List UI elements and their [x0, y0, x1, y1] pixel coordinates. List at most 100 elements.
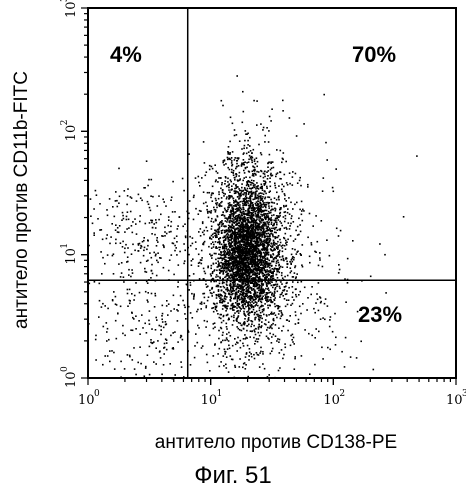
event-point	[244, 239, 246, 241]
event-point	[242, 203, 244, 205]
event-point	[134, 368, 136, 370]
event-point	[256, 171, 258, 173]
event-point	[276, 149, 278, 151]
event-point	[277, 284, 279, 286]
event-point	[221, 100, 223, 102]
event-point	[271, 272, 273, 274]
event-point	[224, 193, 226, 195]
event-point	[246, 337, 248, 339]
event-point	[126, 216, 128, 218]
event-point	[257, 205, 259, 207]
event-point	[280, 150, 282, 152]
event-point	[284, 343, 286, 345]
event-point	[195, 208, 197, 210]
event-point	[223, 242, 225, 244]
event-point	[280, 281, 282, 283]
event-point	[236, 291, 238, 293]
event-point	[221, 222, 223, 224]
event-point	[99, 229, 101, 231]
event-point	[281, 245, 283, 247]
event-point	[290, 235, 292, 237]
event-point	[322, 358, 324, 360]
event-point	[218, 290, 220, 292]
event-point	[315, 251, 317, 253]
event-point	[268, 321, 270, 323]
event-point	[297, 182, 299, 184]
event-point	[257, 341, 259, 343]
event-point	[160, 357, 162, 359]
event-point	[243, 216, 245, 218]
event-point	[156, 319, 158, 321]
event-point	[263, 180, 265, 182]
event-point	[212, 234, 214, 236]
event-point	[198, 176, 200, 178]
event-point	[218, 191, 220, 193]
event-point	[350, 356, 352, 358]
event-point	[246, 290, 248, 292]
event-point	[274, 289, 276, 291]
event-point	[153, 223, 155, 225]
event-point	[124, 190, 126, 192]
event-point	[285, 205, 287, 207]
event-point	[299, 180, 301, 182]
event-point	[175, 247, 177, 249]
event-point	[253, 268, 255, 270]
event-point	[261, 302, 263, 304]
event-point	[264, 258, 266, 260]
event-point	[266, 329, 268, 331]
event-point	[270, 120, 272, 122]
event-point	[264, 303, 266, 305]
event-point	[101, 273, 103, 275]
event-point	[112, 255, 114, 257]
event-point	[239, 258, 241, 260]
event-point	[128, 227, 130, 229]
event-point	[163, 353, 165, 355]
event-point	[277, 229, 279, 231]
event-point	[247, 325, 249, 327]
event-point	[233, 285, 235, 287]
event-point	[116, 338, 118, 340]
event-point	[244, 273, 246, 275]
event-point	[230, 277, 232, 279]
event-point	[319, 296, 321, 298]
event-point	[227, 348, 229, 350]
event-point	[264, 205, 266, 207]
event-point	[335, 168, 337, 170]
event-point	[257, 206, 259, 208]
event-point	[233, 234, 235, 236]
event-point	[233, 202, 235, 204]
event-point	[240, 340, 242, 342]
event-point	[250, 242, 252, 244]
event-point	[99, 283, 101, 285]
event-point	[270, 220, 272, 222]
event-point	[228, 371, 230, 373]
event-point	[225, 235, 227, 237]
event-point	[288, 320, 290, 322]
event-point	[218, 231, 220, 233]
event-point	[254, 211, 256, 213]
event-point	[219, 265, 221, 267]
event-point	[226, 328, 228, 330]
event-point	[288, 287, 290, 289]
event-point	[277, 252, 279, 254]
event-point	[240, 227, 242, 229]
event-point	[250, 205, 252, 207]
event-point	[264, 141, 266, 143]
event-point	[217, 202, 219, 204]
event-point	[246, 229, 248, 231]
event-point	[245, 210, 247, 212]
event-point	[164, 343, 166, 345]
event-point	[290, 304, 292, 306]
event-point	[248, 274, 250, 276]
event-point	[215, 198, 217, 200]
event-point	[236, 275, 238, 277]
event-point	[228, 293, 230, 295]
event-point	[318, 282, 320, 284]
event-point	[184, 250, 186, 252]
event-point	[256, 157, 258, 159]
event-point	[195, 241, 197, 243]
event-point	[245, 194, 247, 196]
event-point	[284, 298, 286, 300]
event-point	[285, 294, 287, 296]
event-point	[93, 232, 95, 234]
